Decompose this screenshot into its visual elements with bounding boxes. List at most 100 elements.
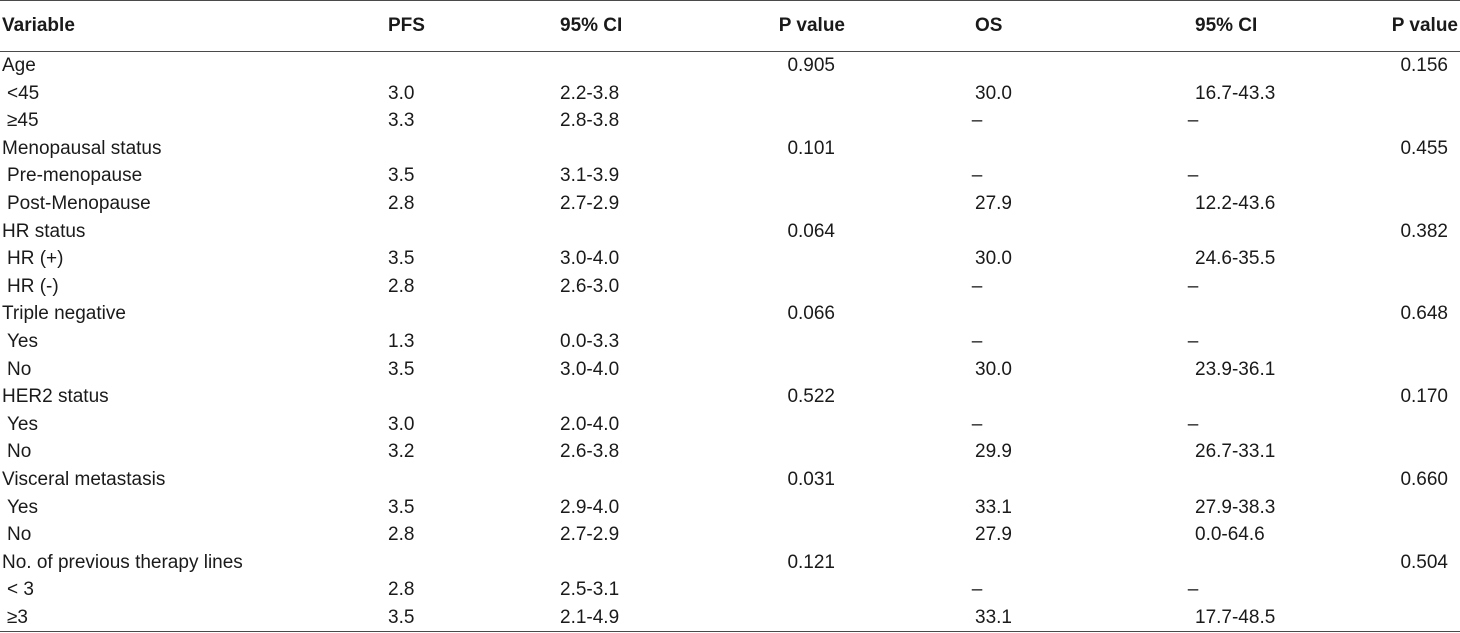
header-pfs: PFS — [300, 0, 460, 52]
table-row: HER2 status 0.522 0.170 — [0, 383, 1460, 411]
cell-pfs-ci: 0.0-3.3 — [560, 330, 620, 352]
cell-variable: ≥3 — [0, 603, 300, 633]
cell-pfs: 2.8 — [388, 275, 415, 297]
cell-os-p-value: 0.660 — [1400, 468, 1448, 490]
cell-os — [865, 300, 1085, 328]
cell-os-p-value: 0.648 — [1400, 303, 1448, 325]
cell-variable: Age — [2, 55, 36, 76]
cell-os-ci — [1085, 52, 1305, 80]
cell-os-p-value — [1305, 328, 1460, 356]
cell-os — [865, 383, 1085, 411]
cell-os-p-value — [1305, 603, 1460, 633]
cell-pfs-ci — [460, 218, 660, 246]
cell-pfs — [300, 218, 460, 246]
table-row: ≥45 3.3 2.8-3.8 – – — [0, 107, 1460, 135]
table-row: No 2.8 2.7-2.9 27.9 0.0-64.6 — [0, 521, 1460, 549]
cell-pfs: 2.8 — [388, 524, 415, 546]
cell-os: 27.9 — [975, 524, 1012, 546]
cell-pfs-p-value: 0.064 — [787, 220, 835, 242]
dash-value: – — [971, 579, 983, 601]
dash-value: – — [1187, 165, 1199, 187]
cell-pfs: 3.0 — [388, 82, 415, 104]
table-row: Triple negative 0.066 0.648 — [0, 300, 1460, 328]
table-row: Yes 3.5 2.9-4.0 33.1 27.9-38.3 — [0, 494, 1460, 522]
cell-variable: HER2 status — [2, 386, 109, 408]
cell-pfs — [300, 135, 460, 163]
cell-pfs-ci: 2.7-2.9 — [560, 524, 620, 546]
dash-value: – — [971, 165, 983, 187]
header-variable: Variable — [0, 0, 300, 52]
cell-os-ci: 17.7-48.5 — [1085, 603, 1305, 633]
header-pfs-ci: 95% CI — [460, 0, 660, 52]
cell-pfs-p-value — [660, 107, 865, 135]
dash-value: – — [1187, 275, 1199, 297]
header-os: OS — [865, 0, 1085, 52]
cell-os-p-value — [1305, 107, 1460, 135]
cell-os-p-value — [1305, 190, 1460, 218]
dash-value: – — [1187, 330, 1199, 352]
header-os-ci: 95% CI — [1085, 0, 1305, 52]
table-row: HR status 0.064 0.382 — [0, 218, 1460, 246]
cell-os-ci — [1085, 300, 1305, 328]
cell-pfs: 3.3 — [388, 110, 415, 132]
cell-pfs-p-value: 0.905 — [787, 55, 835, 76]
cell-pfs-ci: 2.7-2.9 — [560, 192, 620, 214]
table-header-row: Variable PFS 95% CI P value OS 95% CI P … — [0, 0, 1460, 52]
cell-pfs-p-value — [660, 328, 865, 356]
cell-os — [865, 218, 1085, 246]
table-row: Pre-menopause 3.5 3.1-3.9 – – — [0, 162, 1460, 190]
cell-os-p-value — [1305, 494, 1460, 522]
cell-os: – — [865, 107, 1085, 135]
cell-pfs: 2.8 — [388, 192, 415, 214]
cell-pfs-ci: 3.1-3.9 — [560, 165, 620, 187]
table-row: Menopausal status 0.101 0.455 — [0, 135, 1460, 163]
cell-os: – — [865, 273, 1085, 301]
cell-os-p-value — [1305, 521, 1460, 549]
cell-os: – — [865, 328, 1085, 356]
cell-os-ci — [1085, 549, 1305, 577]
cell-variable: No — [7, 524, 32, 546]
cell-pfs — [300, 383, 460, 411]
cell-pfs-ci: 2.0-4.0 — [560, 413, 620, 435]
table-row: No 3.2 2.6-3.8 29.9 26.7-33.1 — [0, 438, 1460, 466]
cell-os-ci: 12.2-43.6 — [1195, 192, 1276, 214]
cell-pfs-p-value — [660, 603, 865, 633]
cell-variable: No. of previous therapy lines — [2, 551, 243, 573]
cell-pfs-ci: 3.0-4.0 — [560, 358, 620, 380]
cell-variable: Yes — [7, 413, 38, 435]
cell-variable: Triple negative — [2, 303, 126, 325]
cell-os: – — [865, 411, 1085, 439]
cell-os-ci — [1085, 383, 1305, 411]
cell-variable: Post-Menopause — [7, 192, 151, 214]
cell-os-p-value: 0.156 — [1400, 55, 1448, 76]
cell-os — [865, 135, 1085, 163]
cell-variable: No — [7, 358, 32, 380]
dash-value: – — [971, 275, 983, 297]
cell-pfs: 3.5 — [388, 358, 415, 380]
cell-os-p-value — [1305, 576, 1460, 604]
cell-os-ci: 27.9-38.3 — [1195, 496, 1276, 518]
cell-os: 33.1 — [865, 603, 1085, 633]
table-row: Yes 3.0 2.0-4.0 – – — [0, 411, 1460, 439]
cell-pfs-ci — [460, 300, 660, 328]
cell-os-ci: – — [1085, 273, 1305, 301]
cell-pfs-p-value: 0.522 — [787, 386, 835, 408]
cell-pfs: 3.5 — [388, 165, 415, 187]
cell-os-p-value — [1305, 356, 1460, 384]
cell-pfs-p-value — [660, 521, 865, 549]
cell-variable: HR status — [2, 220, 86, 242]
cell-pfs-p-value — [660, 411, 865, 439]
cell-os-ci — [1085, 218, 1305, 246]
cell-os — [865, 549, 1085, 577]
cell-variable: Menopausal status — [2, 137, 162, 159]
cell-pfs — [300, 300, 460, 328]
cell-os-ci: – — [1085, 411, 1305, 439]
cell-pfs: 3.2 — [388, 441, 415, 463]
cell-os-p-value — [1305, 273, 1460, 301]
cell-pfs-p-value — [660, 438, 865, 466]
cell-os: 30.0 — [975, 82, 1012, 104]
cell-os-p-value: 0.455 — [1400, 137, 1448, 159]
cell-pfs-p-value: 0.066 — [787, 303, 835, 325]
cell-os: – — [865, 162, 1085, 190]
